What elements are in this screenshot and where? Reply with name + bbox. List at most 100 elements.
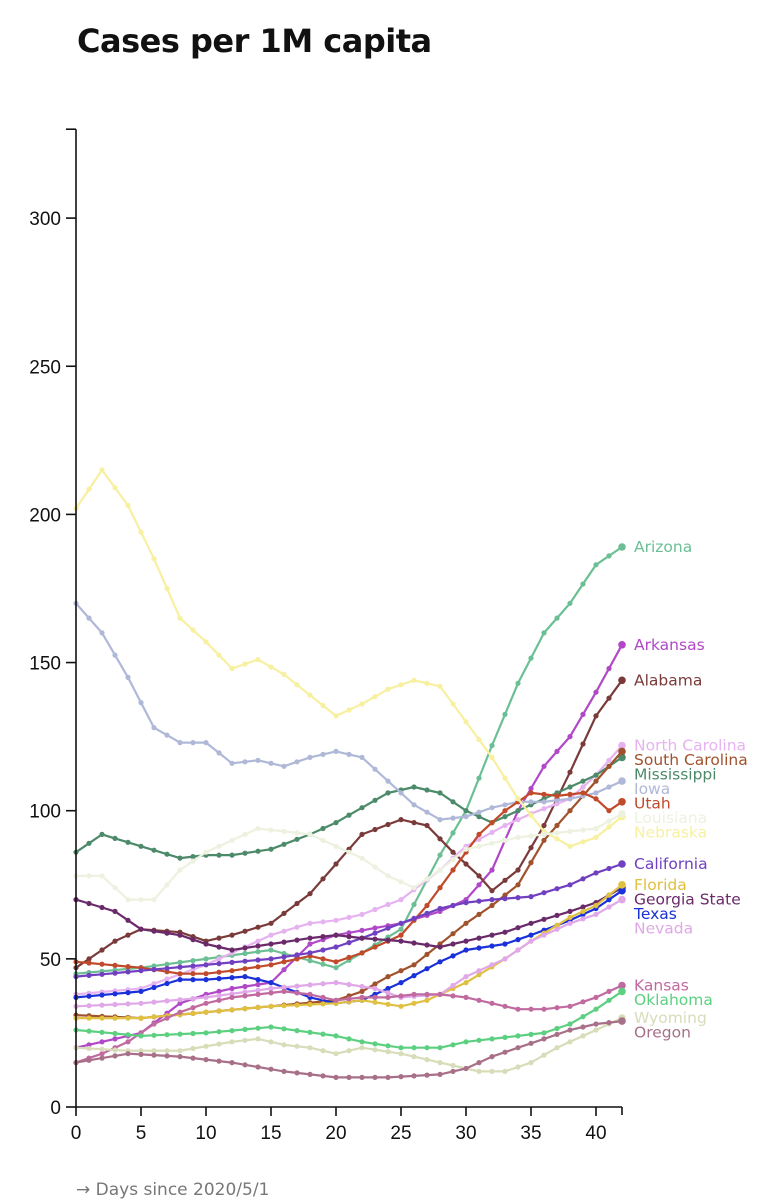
y-tick-label: 0 <box>50 1098 61 1119</box>
x-tick-label: 35 <box>520 1123 541 1144</box>
data-point <box>618 798 626 806</box>
data-point <box>398 790 404 796</box>
data-point <box>242 989 248 995</box>
data-point <box>580 778 586 784</box>
data-point <box>554 912 560 919</box>
data-point <box>528 799 534 805</box>
data-point <box>112 1030 118 1037</box>
y-tick-label: 100 <box>29 802 61 823</box>
data-point <box>463 974 469 980</box>
data-point <box>151 966 157 973</box>
data-point <box>190 971 196 977</box>
data-point <box>489 1036 495 1042</box>
data-point <box>606 763 612 769</box>
data-point <box>385 1074 391 1080</box>
data-point <box>385 925 391 931</box>
data-point <box>216 969 222 975</box>
data-point <box>359 1074 365 1080</box>
data-point <box>333 713 339 719</box>
series-line-arizona <box>75 546 623 975</box>
data-point <box>138 968 144 974</box>
data-point <box>268 664 274 670</box>
data-point <box>450 982 456 989</box>
data-point <box>437 852 443 858</box>
data-point <box>515 937 521 943</box>
data-point <box>567 1039 573 1045</box>
data-point <box>216 1008 222 1014</box>
data-point <box>255 924 261 930</box>
data-point <box>606 865 612 872</box>
data-point <box>567 1027 573 1033</box>
data-point <box>372 981 378 987</box>
series-label-utah: Utah <box>634 795 671 813</box>
data-point <box>125 839 131 845</box>
data-point <box>463 814 469 820</box>
data-point <box>125 969 131 975</box>
data-point <box>190 996 196 1002</box>
data-point <box>320 702 326 709</box>
data-point <box>164 998 170 1004</box>
series-line-wyoming <box>75 1017 623 1073</box>
data-point <box>359 805 365 811</box>
data-point <box>99 1055 105 1061</box>
x-tick-label: 0 <box>71 1123 82 1144</box>
data-point <box>554 1031 560 1037</box>
data-point <box>424 822 430 829</box>
data-point <box>320 947 326 953</box>
data-point <box>216 997 222 1003</box>
data-point <box>255 1036 261 1042</box>
data-point <box>99 1051 105 1057</box>
data-point <box>307 935 313 941</box>
data-point <box>502 896 508 902</box>
data-point <box>164 1053 170 1059</box>
data-point <box>385 937 391 943</box>
data-point <box>606 818 612 824</box>
data-point <box>86 1042 92 1048</box>
data-point <box>190 1005 196 1011</box>
data-point <box>320 1001 326 1007</box>
x-tick: 40 <box>585 1107 607 1144</box>
data-point <box>424 787 430 793</box>
series-label-florida: Florida <box>634 876 687 894</box>
data-point <box>359 1045 365 1051</box>
data-point <box>476 814 482 820</box>
data-point <box>385 974 391 980</box>
data-point <box>112 885 118 891</box>
data-point <box>385 994 391 1001</box>
data-point <box>580 1033 586 1039</box>
data-point <box>333 965 339 971</box>
data-point <box>177 932 183 938</box>
data-point <box>554 1005 560 1011</box>
data-point <box>541 630 547 636</box>
data-point <box>99 873 105 879</box>
series-louisiana <box>73 809 626 903</box>
data-point <box>346 707 352 713</box>
data-point <box>138 700 144 706</box>
series-label-texas: Texas <box>633 905 677 923</box>
data-point <box>359 701 365 707</box>
data-point <box>372 826 378 833</box>
data-point <box>580 784 586 790</box>
data-point <box>125 502 131 509</box>
data-point <box>346 996 352 1002</box>
data-point <box>333 748 339 755</box>
data-point <box>177 1009 183 1015</box>
data-point <box>593 1021 599 1027</box>
data-point <box>307 941 313 947</box>
data-point <box>437 836 443 842</box>
data-point <box>593 911 599 918</box>
data-point <box>307 831 313 838</box>
data-point <box>372 925 378 931</box>
data-point <box>528 845 534 851</box>
data-point <box>320 751 326 758</box>
data-point <box>528 894 534 900</box>
series-nebraska <box>73 467 626 849</box>
data-point <box>203 941 209 947</box>
data-point <box>281 928 287 934</box>
data-point <box>398 1003 404 1009</box>
data-point <box>333 1074 339 1080</box>
data-point <box>294 900 300 907</box>
data-point <box>151 928 157 934</box>
data-point <box>359 855 365 861</box>
data-point <box>307 958 313 964</box>
